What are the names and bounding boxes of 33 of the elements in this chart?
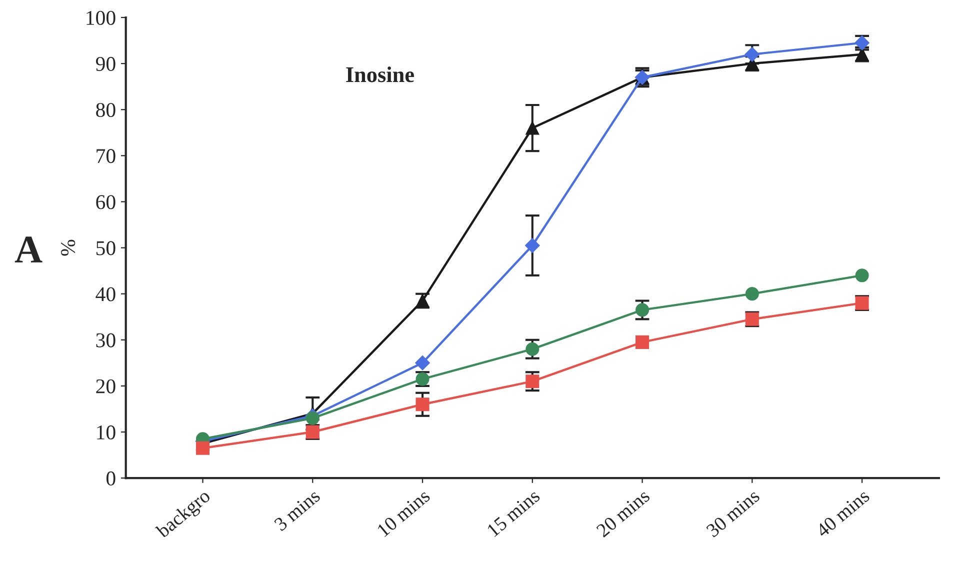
point xyxy=(526,374,540,388)
x-tick-label: 30 mins xyxy=(706,488,760,538)
y-tick-label: 50 xyxy=(96,241,116,256)
y-tick-label: 40 xyxy=(96,287,116,302)
x-tick-label: 3 mins xyxy=(274,488,321,532)
point xyxy=(636,303,650,317)
point xyxy=(416,398,430,412)
point xyxy=(306,411,320,425)
point xyxy=(415,356,430,370)
point xyxy=(745,287,759,301)
x-tick-label: 10 mins xyxy=(376,488,431,538)
point xyxy=(744,46,760,62)
y-tick-label: 70 xyxy=(96,149,116,164)
y-tick-label: 0 xyxy=(106,471,116,486)
point xyxy=(525,238,540,253)
point xyxy=(526,121,540,135)
point xyxy=(526,342,540,356)
annotation: Inosine xyxy=(346,66,414,82)
text: A xyxy=(14,236,42,262)
x-tick-label: 15 mins xyxy=(486,488,541,538)
point xyxy=(196,441,210,455)
point xyxy=(636,335,650,349)
y-tick-label: 90 xyxy=(96,56,116,71)
y-tick-label: 60 xyxy=(96,195,116,210)
x-tick-label: 20 mins xyxy=(596,488,651,538)
y-tick-label: 10 xyxy=(97,425,116,440)
point xyxy=(855,268,869,282)
y-tick-label: 80 xyxy=(96,102,116,118)
y-tick-label: 30 xyxy=(96,333,116,348)
x-tick-label: 40 mins xyxy=(815,488,870,538)
y-axis-title: % xyxy=(61,240,76,256)
y-tick-label: 20 xyxy=(96,379,116,394)
y-tick-label: 100 xyxy=(86,10,116,25)
